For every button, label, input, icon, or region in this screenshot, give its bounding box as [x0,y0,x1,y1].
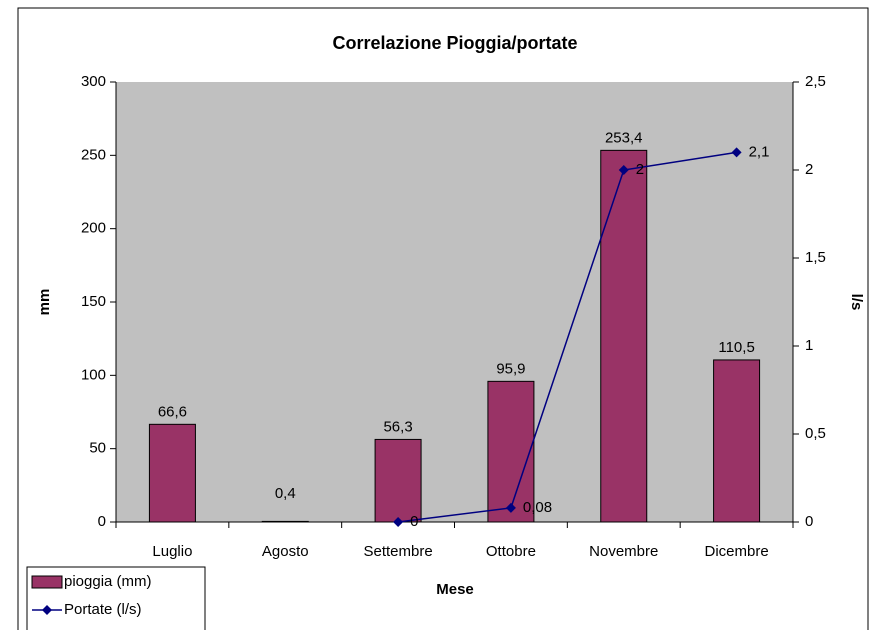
legend-label: pioggia (mm) [64,573,152,590]
legend-label: Portate (l/s) [64,601,142,618]
chart-title: Correlazione Pioggia/portate [332,33,577,53]
x-tick-label: Agosto [262,543,309,560]
bar [148,423,196,523]
bar [713,359,761,523]
y2-axis-title: l/s [848,294,865,311]
line-value-label: 0,08 [523,499,552,516]
bar [487,380,535,523]
y2-tick-label: 1 [805,337,813,354]
line-marker [505,502,516,513]
legend-swatch [31,575,63,589]
bar [261,520,309,523]
bar-value-label: 253,4 [605,129,643,146]
y-tick-label: 50 [89,440,106,457]
y-tick-label: 250 [81,146,106,163]
x-tick-label: Ottobre [486,543,536,560]
line-value-label: 2 [636,161,644,178]
y-axis-title: mm [36,289,53,316]
bar-value-label: 110,5 [718,339,754,356]
y2-tick-label: 0 [805,513,813,530]
y-tick-label: 100 [81,366,106,383]
line-value-label: 2,1 [749,143,770,160]
bar [600,149,648,523]
line-marker [618,165,629,175]
bar-value-label: 95,9 [496,360,525,377]
bar-value-label: 66,6 [158,403,187,420]
y-tick-label: 150 [81,293,106,310]
line-marker [731,147,742,158]
x-axis-title: Mese [436,581,474,598]
line-marker [393,517,404,527]
x-tick-label: Settembre [363,543,432,560]
y-tick-label: 0 [98,513,106,530]
y-tick-label: 300 [81,73,106,90]
bar-value-label: 0,4 [275,485,296,502]
bar-value-label: 56,3 [383,418,412,435]
plot-area [116,82,793,522]
y2-tick-label: 2,5 [805,73,826,90]
x-tick-label: Dicembre [704,543,768,560]
y2-tick-label: 2 [805,161,813,178]
y-tick-label: 200 [81,220,106,237]
y2-tick-label: 0,5 [805,425,826,442]
x-tick-label: Novembre [589,543,658,560]
y2-tick-label: 1,5 [805,249,826,266]
legend-marker [42,605,52,615]
x-tick-label: Luglio [152,543,192,560]
line [397,151,737,523]
bar [374,438,422,523]
line-value-label: 0 [410,513,418,530]
